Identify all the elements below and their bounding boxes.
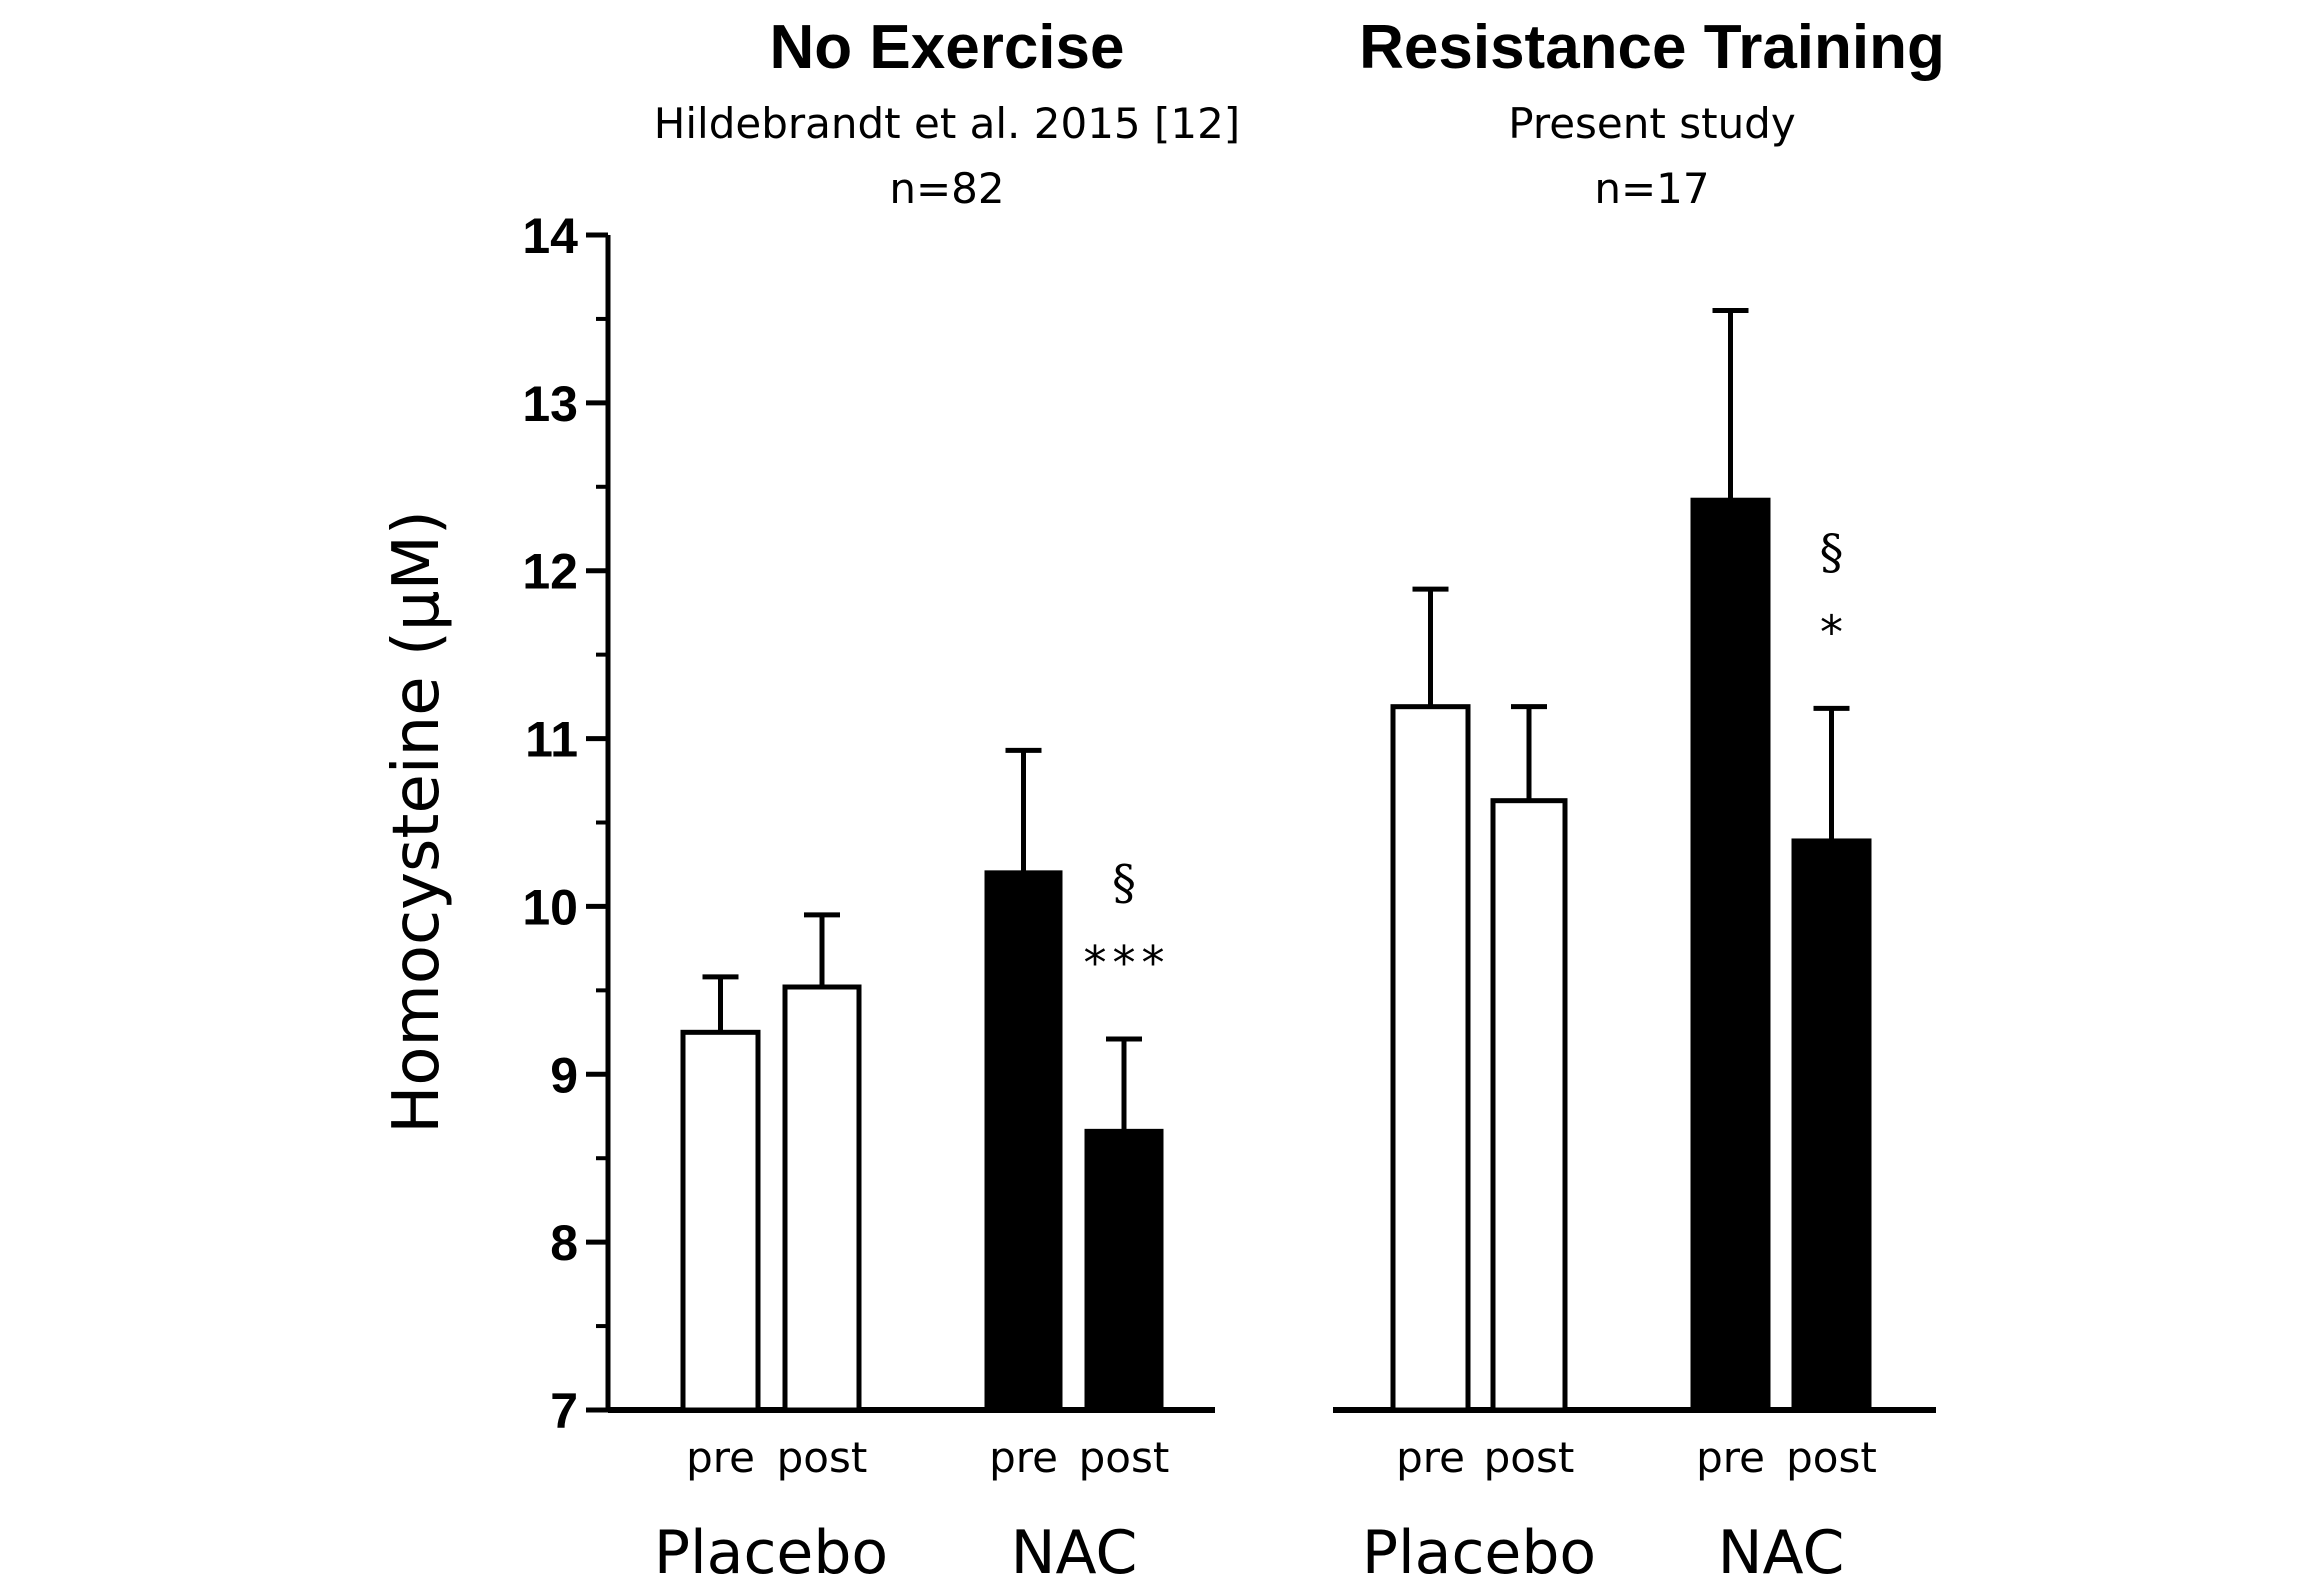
x-category-label: pre xyxy=(1396,1433,1465,1482)
bar-nac-post xyxy=(1791,838,1872,1413)
y-tick-label: 14 xyxy=(522,208,578,264)
x-category-label: post xyxy=(1079,1433,1170,1482)
x-category-label: post xyxy=(1786,1433,1877,1482)
x-category-label: post xyxy=(777,1433,868,1482)
group-label-placebo: Placebo xyxy=(1362,1518,1596,1588)
y-tick-label: 9 xyxy=(550,1047,578,1103)
bar-nac-pre xyxy=(1690,497,1771,1413)
y-tick-label: 13 xyxy=(522,376,578,432)
bar-nac-post xyxy=(1084,1128,1164,1413)
group-label-placebo: Placebo xyxy=(654,1518,888,1588)
significance-stars: *** xyxy=(1084,936,1171,990)
significance-stars: * xyxy=(1820,605,1849,659)
x-category-label: pre xyxy=(989,1433,1058,1482)
y-axis: 7 8 9 10 11 12 13 14 xyxy=(522,208,611,1439)
bar-placebo-pre xyxy=(1390,704,1471,1413)
panel-subtitle: Present study xyxy=(1508,99,1795,148)
group-label-nac: NAC xyxy=(1011,1518,1138,1588)
panel-sample-size: n=17 xyxy=(1594,164,1709,213)
y-tick-label: 7 xyxy=(550,1383,578,1439)
panel-title: No Exercise xyxy=(770,13,1125,82)
significance-section-mark: § xyxy=(1112,855,1136,911)
x-category-label: pre xyxy=(1696,1433,1765,1482)
plot-area: No Exercise Hildebrandt et al. 2015 [12] n… xyxy=(608,13,1945,1588)
panel-subtitle: Hildebrandt et al. 2015 [12] xyxy=(654,99,1240,148)
bar-placebo-post xyxy=(782,984,862,1413)
bar-nac-pre xyxy=(984,870,1063,1413)
y-tick-label: 10 xyxy=(522,879,578,935)
panel-sample-size: n=82 xyxy=(889,164,1004,213)
significance-section-mark: § xyxy=(1820,524,1844,580)
panel-title: Resistance Training xyxy=(1359,13,1945,82)
y-tick-label: 11 xyxy=(525,712,578,768)
group-label-nac: NAC xyxy=(1718,1518,1845,1588)
y-tick-label: 12 xyxy=(522,544,578,600)
x-category-label: pre xyxy=(686,1433,755,1482)
y-axis-title: Homocysteine (µM) xyxy=(380,510,454,1134)
bar-placebo-post xyxy=(1490,798,1568,1413)
x-category-label: post xyxy=(1484,1433,1575,1482)
bar-placebo-pre xyxy=(680,1029,761,1413)
y-tick-label: 8 xyxy=(550,1215,578,1271)
